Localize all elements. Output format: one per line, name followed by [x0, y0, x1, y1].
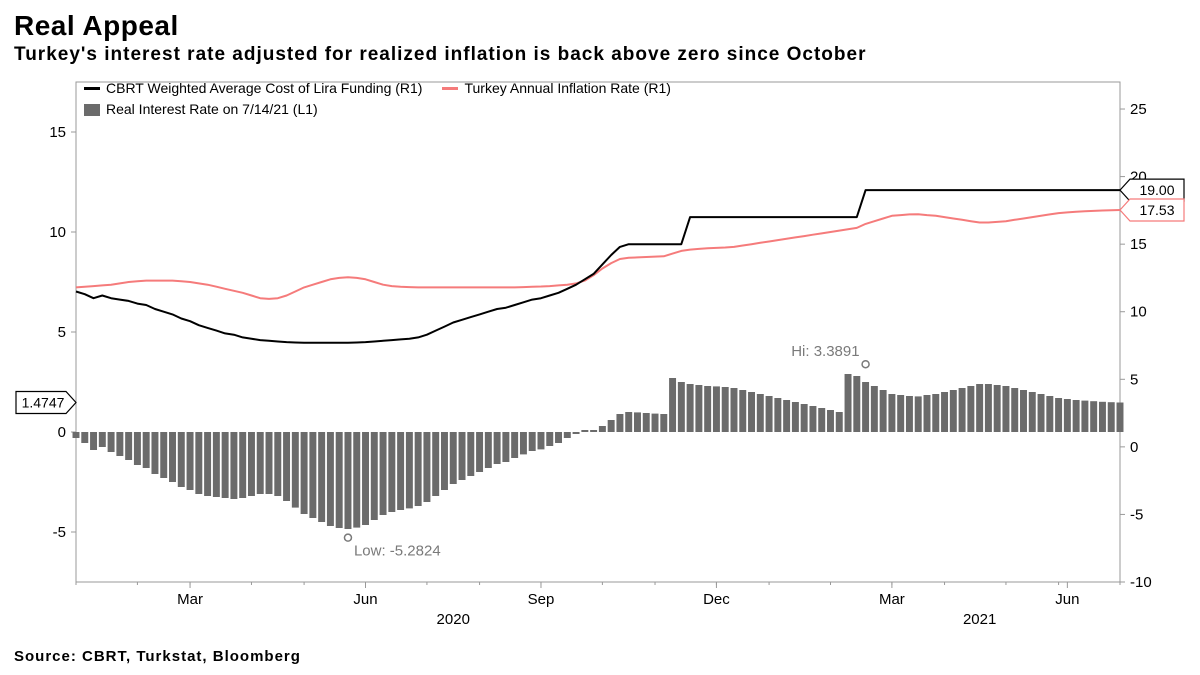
svg-text:15: 15 [49, 124, 66, 141]
svg-text:Sep: Sep [528, 591, 555, 608]
chart-source: Source: CBRT, Turkstat, Bloomberg [14, 648, 301, 665]
svg-text:2021: 2021 [963, 611, 996, 628]
svg-text:0: 0 [1130, 439, 1138, 456]
svg-text:-10: -10 [1130, 574, 1152, 591]
svg-text:Jun: Jun [353, 591, 377, 608]
svg-text:1.4747: 1.4747 [22, 395, 65, 411]
svg-text:15: 15 [1130, 236, 1147, 253]
chart-subtitle: Turkey's interest rate adjusted for real… [0, 44, 1200, 70]
svg-text:10: 10 [1130, 304, 1147, 321]
svg-text:10: 10 [49, 224, 66, 241]
chart-svg: -5051015-10-50510152025MarJunSepDecMarJu… [14, 72, 1186, 635]
svg-text:5: 5 [58, 324, 66, 341]
svg-text:19.00: 19.00 [1139, 182, 1174, 198]
svg-text:Mar: Mar [177, 591, 203, 608]
svg-text:Hi: 3.3891: Hi: 3.3891 [791, 343, 859, 360]
svg-text:5: 5 [1130, 371, 1138, 388]
svg-text:Dec: Dec [703, 591, 730, 608]
svg-text:17.53: 17.53 [1139, 202, 1174, 218]
svg-text:Jun: Jun [1055, 591, 1079, 608]
chart-title: Real Appeal [0, 0, 1200, 44]
svg-text:-5: -5 [1130, 506, 1143, 523]
svg-text:-5: -5 [53, 524, 66, 541]
chart-area: -5051015-10-50510152025MarJunSepDecMarJu… [14, 72, 1186, 635]
svg-text:Low: -5.2824: Low: -5.2824 [354, 543, 441, 560]
svg-text:2020: 2020 [437, 611, 470, 628]
svg-text:25: 25 [1130, 101, 1147, 118]
svg-text:0: 0 [58, 424, 66, 441]
svg-text:Mar: Mar [879, 591, 905, 608]
